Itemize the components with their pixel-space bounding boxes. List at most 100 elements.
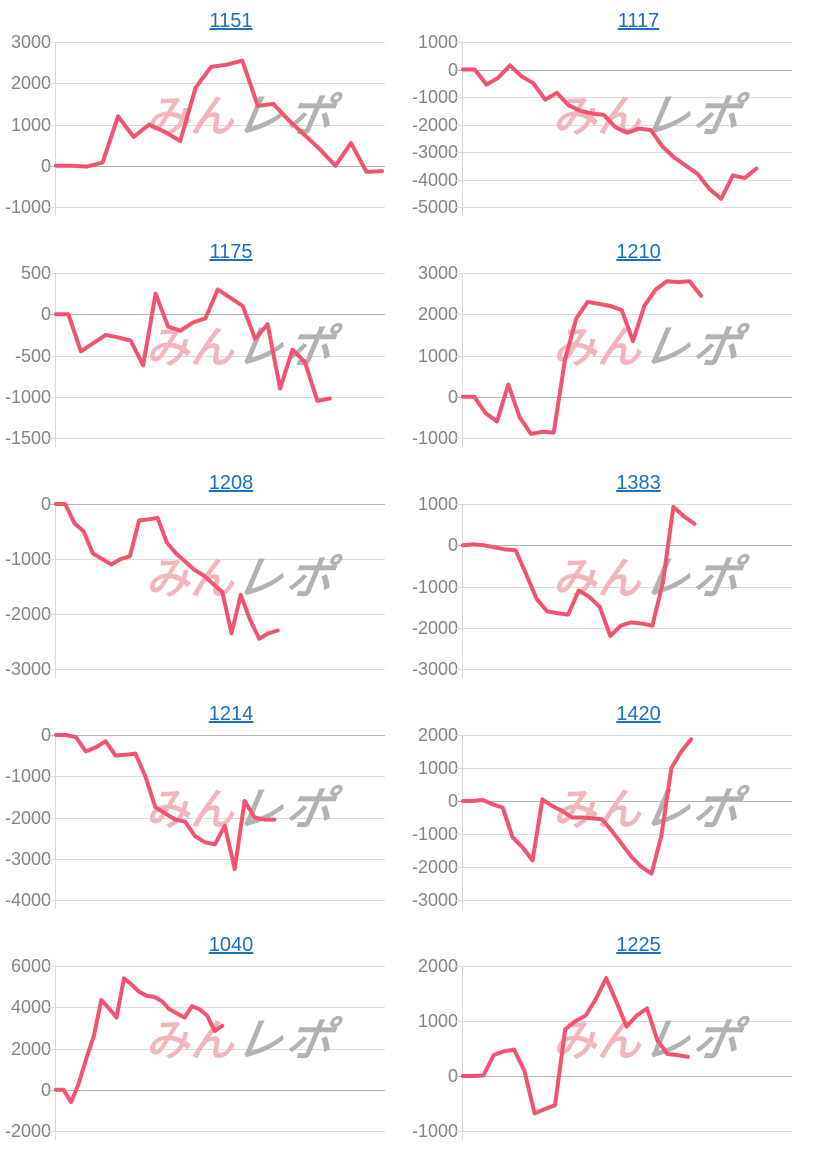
chart-title-link[interactable]: 1420 (616, 702, 661, 725)
gridline (455, 504, 792, 505)
y-axis-line (462, 42, 463, 216)
watermark-gray-text: レポ (639, 320, 749, 373)
y-tick-label: -2000 (4, 604, 51, 624)
gridline (455, 900, 792, 901)
y-axis-line (55, 42, 56, 216)
gridline (48, 966, 385, 967)
watermark: みんレポ (551, 552, 749, 604)
chart-title-row: 1117 (407, 0, 815, 42)
watermark-pink-text: みん (144, 785, 242, 835)
y-tick-label: 500 (20, 263, 51, 283)
y-tick-label: 2000 (417, 956, 458, 976)
chart-title-row: 1420 (407, 693, 815, 735)
gridline (48, 614, 385, 615)
gridline (455, 768, 792, 769)
watermark-pink-text: みん (551, 554, 649, 604)
chart-title-link[interactable]: 1040 (208, 933, 254, 956)
y-tick-label: -1000 (4, 386, 51, 407)
zero-gridline (455, 69, 792, 71)
y-tick-label: -2000 (411, 857, 458, 877)
gridline (455, 124, 792, 126)
watermark-pink-text: みん (551, 323, 649, 373)
y-tick-label: -1500 (4, 428, 51, 448)
y-tick-label: 0 (40, 304, 51, 325)
watermark: みんレポ (552, 1014, 749, 1066)
y-tick-label: -5000 (411, 197, 458, 217)
watermark-gray-text: レポ (639, 782, 749, 835)
gridline (455, 273, 792, 274)
y-axis-labels: 0 -1000 -2000 -3000 (0, 495, 55, 678)
y-tick-label: 0 (40, 725, 51, 745)
gridline (48, 1131, 385, 1132)
y-tick-label: 6000 (10, 956, 51, 976)
watermark-pink-text: みん (144, 92, 242, 142)
chart-cell: 1383 1000 0 -1000 -2000 -3000 みんレポ (407, 462, 815, 693)
chart-plot: 3000 2000 1000 0 -1000 みんレポ (407, 264, 815, 447)
gridline (455, 586, 792, 588)
plot-area: みんレポ (48, 502, 385, 678)
y-tick-label: 0 (40, 155, 51, 176)
chart-title-link[interactable]: 1214 (208, 702, 254, 725)
y-tick-label: -1000 (4, 549, 51, 569)
chart-title-link[interactable]: 1225 (616, 933, 661, 956)
watermark-pink-text: みん (144, 323, 242, 373)
watermark-pink-text: みん (144, 554, 242, 604)
y-tick-label: -1000 (411, 824, 458, 844)
gridline (455, 1131, 792, 1132)
gridline (455, 669, 792, 670)
chart-title-link[interactable]: 1383 (616, 471, 661, 494)
line-series (461, 976, 690, 1116)
y-tick-label: 1000 (10, 114, 51, 135)
chart-cell: 1040 6000 4000 2000 0 -2000 みんレポ (0, 924, 407, 1155)
zero-gridline (48, 314, 385, 316)
plot-area: みんレポ (48, 966, 385, 1140)
y-tick-label: 0 (40, 1079, 51, 1100)
chart-title-row: 1210 (407, 231, 815, 273)
y-axis-line (55, 966, 56, 1140)
gridline (455, 834, 792, 835)
gridline (48, 396, 385, 398)
gridline (48, 355, 385, 357)
watermark-pink-text: みん (551, 92, 649, 142)
y-tick-label: 2000 (10, 73, 51, 94)
y-tick-label: 2000 (417, 304, 458, 325)
plot-area: みんレポ (455, 966, 792, 1140)
chart-title-row: 1214 (0, 693, 407, 735)
chart-title-link[interactable]: 1208 (208, 471, 254, 494)
chart-title-link[interactable]: 1151 (209, 9, 253, 32)
gridline (48, 1048, 385, 1050)
chart-cell: 1210 3000 2000 1000 0 -1000 みんレポ (407, 231, 815, 462)
chart-title-link[interactable]: 1175 (209, 240, 253, 263)
watermark: みんレポ (144, 321, 342, 373)
zero-gridline (48, 504, 385, 505)
y-axis-line (462, 273, 463, 447)
y-axis-labels: 2000 1000 0 -1000 (407, 957, 462, 1140)
chart-cell: 1151 3000 2000 1000 0 -1000 みんレポ (0, 0, 407, 231)
gridline (48, 83, 385, 85)
chart-plot: 0 -1000 -2000 -3000 みんレポ (0, 495, 407, 678)
y-tick-label: 1000 (417, 1011, 458, 1031)
watermark-gray-text: レポ (232, 1013, 342, 1066)
chart-plot: 2000 1000 0 -1000 みんレポ (407, 957, 815, 1140)
chart-plot: 1000 0 -1000 -2000 -3000 みんレポ (407, 495, 815, 678)
watermark: みんレポ (144, 552, 342, 604)
watermark: みんレポ (144, 783, 342, 835)
y-axis-labels: 3000 2000 1000 0 -1000 (0, 33, 55, 216)
gridline (48, 669, 385, 670)
chart-title-row: 1040 (0, 924, 407, 966)
plot-area: みんレポ (48, 273, 385, 447)
y-tick-label: -4000 (4, 890, 51, 910)
plot-area: みんレポ (455, 504, 792, 678)
gridline (48, 559, 385, 560)
chart-plot: 0 -1000 -2000 -3000 -4000 みんレポ (0, 726, 407, 909)
chart-title-link[interactable]: 1117 (617, 9, 660, 32)
y-tick-label: 0 (447, 791, 458, 811)
watermark: みんレポ (551, 320, 749, 373)
gridline (48, 1007, 385, 1009)
chart-plot: 2000 1000 0 -1000 -2000 -3000 みんレポ (407, 726, 815, 909)
gridline (455, 735, 792, 736)
gridline (455, 627, 792, 629)
gridline (455, 355, 792, 357)
chart-title-row: 1208 (0, 462, 407, 504)
chart-title-link[interactable]: 1210 (616, 240, 661, 263)
